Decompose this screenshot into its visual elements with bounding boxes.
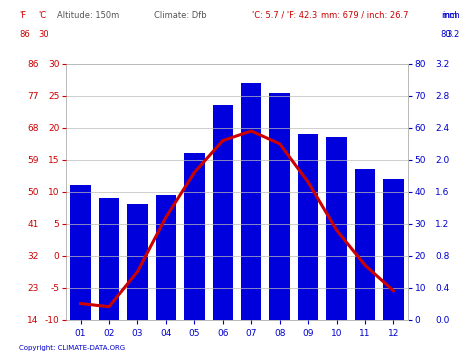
Text: 'C: 5.7 / 'F: 42.3: 'C: 5.7 / 'F: 42.3 — [252, 11, 317, 20]
Bar — [127, 204, 148, 320]
Bar — [269, 93, 290, 320]
Text: inch: inch — [442, 11, 460, 20]
Text: 3.2: 3.2 — [447, 30, 460, 39]
Bar — [355, 169, 375, 320]
Text: 30: 30 — [38, 30, 48, 39]
Bar — [383, 179, 404, 320]
Text: mm: mm — [441, 11, 457, 20]
Bar — [184, 153, 205, 320]
Bar — [241, 83, 262, 320]
Bar — [298, 134, 319, 320]
Text: Altitude: 150m: Altitude: 150m — [57, 11, 119, 20]
Bar — [155, 195, 176, 320]
Text: mm: 679 / inch: 26.7: mm: 679 / inch: 26.7 — [321, 11, 409, 20]
Text: 86: 86 — [19, 30, 30, 39]
Bar — [212, 105, 233, 320]
Text: 80: 80 — [441, 30, 451, 39]
Bar — [70, 185, 91, 320]
Text: 'F: 'F — [19, 11, 26, 20]
Bar — [326, 137, 347, 320]
Text: Climate: Dfb: Climate: Dfb — [154, 11, 207, 20]
Bar — [99, 198, 119, 320]
Text: 'C: 'C — [38, 11, 46, 20]
Text: Copyright: CLIMATE-DATA.ORG: Copyright: CLIMATE-DATA.ORG — [19, 345, 125, 351]
